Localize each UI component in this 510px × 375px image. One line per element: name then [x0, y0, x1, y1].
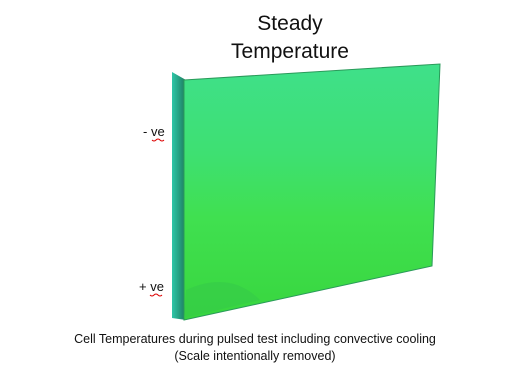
title-line: Steady	[257, 12, 323, 35]
side-label: - ve	[143, 124, 165, 139]
caption-line: Cell Temperatures during pulsed test inc…	[74, 332, 436, 346]
plate-face	[184, 64, 440, 320]
page: {"title": {"lines": ["Steady", "Temperat…	[0, 0, 510, 375]
title-line: Temperature	[231, 40, 349, 63]
spell-underline	[150, 294, 162, 296]
plate-render	[172, 64, 440, 320]
spell-underline	[152, 139, 164, 141]
slide: Steady Temperature - ve + ve Cell Temper…	[0, 0, 510, 375]
side-label: + ve	[139, 279, 164, 294]
caption-line: (Scale intentionally removed)	[174, 349, 335, 363]
